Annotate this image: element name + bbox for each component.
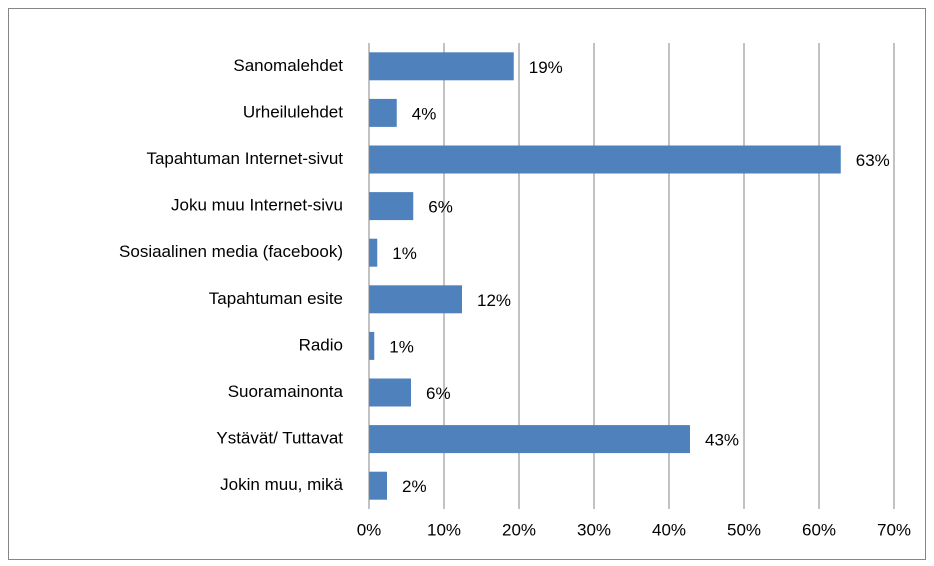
x-tick-label: 40% <box>652 520 686 539</box>
y-tick-label: Urheilulehdet <box>243 102 343 121</box>
bar <box>369 378 411 407</box>
bar <box>369 98 397 127</box>
x-tick-label: 50% <box>727 520 761 539</box>
data-label: 1% <box>389 337 414 356</box>
y-tick-label: Ystävät/ Tuttavat <box>216 429 343 448</box>
data-label: 2% <box>402 477 427 496</box>
bar <box>369 192 414 221</box>
data-label: 12% <box>477 291 511 310</box>
data-label: 63% <box>856 151 890 170</box>
y-tick-label: Suoramainonta <box>228 382 344 401</box>
data-label: 43% <box>705 431 739 450</box>
x-tick-label: 20% <box>502 520 536 539</box>
x-tick-label: 60% <box>802 520 836 539</box>
bar <box>369 331 375 360</box>
bar <box>369 145 841 174</box>
y-tick-label: Sosiaalinen media (facebook) <box>119 242 343 261</box>
y-tick-label: Radio <box>299 335 343 354</box>
data-label: 4% <box>412 104 437 123</box>
y-tick-label: Sanomalehdet <box>233 56 343 75</box>
data-label: 1% <box>392 244 417 263</box>
chart-border <box>8 8 926 560</box>
bar <box>369 285 462 314</box>
y-tick-label: Tapahtuman esite <box>209 289 343 308</box>
data-label: 6% <box>426 384 451 403</box>
x-tick-label: 10% <box>427 520 461 539</box>
y-tick-label: Jokin muu, mikä <box>220 475 343 494</box>
x-tick-label: 30% <box>577 520 611 539</box>
bar <box>369 52 514 81</box>
data-label: 19% <box>529 58 563 77</box>
bar <box>369 425 690 454</box>
y-tick-label: Joku muu Internet-sivu <box>171 196 343 215</box>
bar <box>369 238 378 267</box>
data-label: 6% <box>428 198 453 217</box>
x-tick-label: 70% <box>877 520 911 539</box>
x-tick-label: 0% <box>357 520 382 539</box>
bar <box>369 471 387 500</box>
y-tick-label: Tapahtuman Internet-sivut <box>146 149 343 168</box>
